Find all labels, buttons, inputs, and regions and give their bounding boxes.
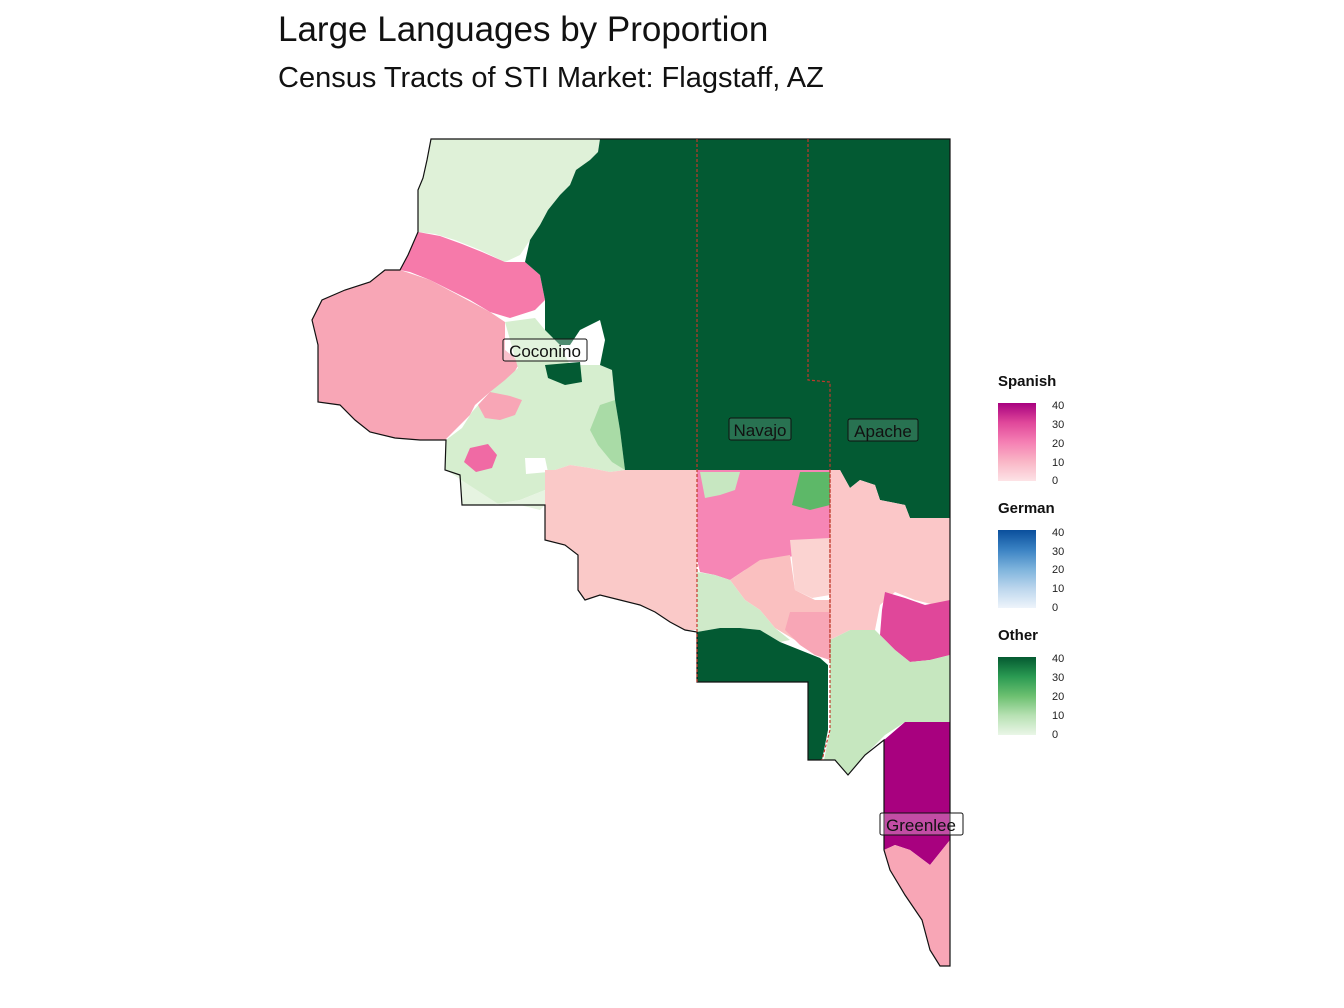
tract-region [824,630,950,775]
tract-region [400,232,545,318]
tract-region [590,400,625,470]
tract-region [312,270,520,440]
county-label-text: Coconino [509,342,581,361]
tract-region [446,470,545,510]
legend-tick: 10 [1052,710,1065,722]
legend-title: Other [998,627,1039,644]
legend-tick: 30 [1052,419,1065,431]
market-boundary [311,138,951,967]
legend-tick: 20 [1052,564,1065,576]
tract-region [697,572,790,642]
legend-tick: 20 [1052,438,1065,450]
tract-region [790,538,830,598]
legend-tick: 0 [1052,729,1059,741]
tract-region [464,444,497,472]
legend-tick: 0 [1052,602,1059,614]
tract-region [830,470,950,640]
map-title: Large Languages by Proportion [278,10,769,49]
county-label-text: Navajo [734,421,787,440]
legend-tick: 40 [1052,653,1065,665]
county-label-navajo: Navajo [728,417,792,441]
county-borders [696,139,831,761]
legend-colorbar [998,657,1036,735]
legend-colorbar [998,530,1036,608]
county-label-text: Greenlee [886,816,956,835]
tract-region [545,465,697,630]
county-label-coconino: Coconino [502,338,588,362]
legend-tick: 0 [1052,475,1059,487]
legend-title: German [998,500,1055,517]
tract-region [700,472,740,498]
county-label-greenlee: Greenlee [879,812,964,836]
tract-region [884,840,950,966]
tract-region [880,592,950,662]
tract-region [418,139,600,262]
legend-tick: 30 [1052,546,1065,558]
legend-title: Spanish [998,373,1057,390]
legend-tick: 30 [1052,672,1065,684]
legend-tick: 40 [1052,527,1065,539]
tract-region [545,362,582,385]
tract-region [478,392,522,420]
tract-region [697,628,828,760]
county-label-apache: Apache [847,418,919,442]
tract-region [525,139,950,518]
map-subtitle: Census Tracts of STI Market: Flagstaff, … [278,62,824,94]
tract-region [884,722,950,865]
legend-tick: 10 [1052,457,1065,469]
legend-colorbar [998,403,1036,481]
legend-tick: 40 [1052,400,1065,412]
legend-tick: 20 [1052,691,1065,703]
tract-region [792,472,830,510]
legend-tick: 10 [1052,583,1065,595]
tract-region [785,612,830,660]
tract-region [525,458,548,474]
county-label-text: Apache [854,422,912,441]
